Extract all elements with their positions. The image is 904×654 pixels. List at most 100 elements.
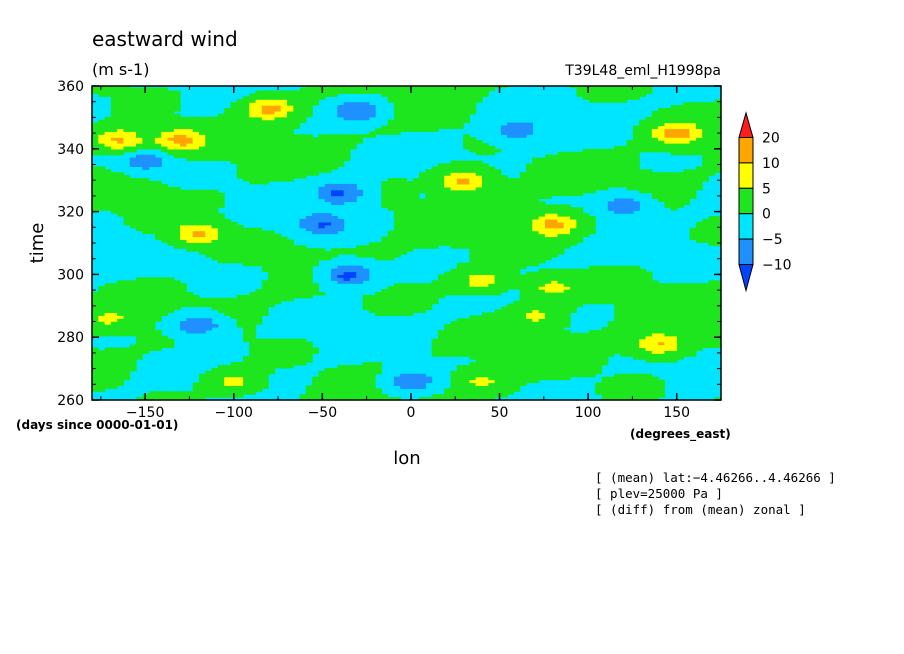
heatmap-cell <box>123 216 131 220</box>
heatmap-cell <box>481 151 489 156</box>
heatmap-cell <box>343 192 351 197</box>
heatmap-cell <box>708 332 716 337</box>
heatmap-cell <box>186 391 194 395</box>
heatmap-cell <box>343 394 351 398</box>
heatmap-cell <box>324 385 332 389</box>
heatmap-cell <box>375 388 382 392</box>
heatmap-cell <box>551 283 559 287</box>
heatmap-cell <box>563 210 571 214</box>
heatmap-cell <box>582 277 590 281</box>
heatmap-cell <box>551 294 559 299</box>
heatmap-cell <box>349 391 357 395</box>
heatmap-cell <box>425 178 433 182</box>
heatmap-cell <box>658 341 665 346</box>
heatmap-cell <box>211 379 219 384</box>
heatmap-cell <box>261 376 269 381</box>
heatmap-cell <box>305 397 313 400</box>
heatmap-cell <box>695 180 703 185</box>
heatmap-cell <box>708 230 716 235</box>
heatmap-cell <box>362 248 370 252</box>
heatmap-cell <box>645 283 653 287</box>
heatmap-cell <box>614 309 621 313</box>
heatmap-cell <box>230 245 238 249</box>
heatmap-cell <box>544 236 552 240</box>
heatmap-cell <box>318 373 326 378</box>
heatmap-cell <box>456 388 464 392</box>
heatmap-cell <box>658 189 665 194</box>
heatmap-cell <box>211 221 219 226</box>
heatmap-cell <box>431 236 439 240</box>
heatmap-cell <box>664 180 672 185</box>
heatmap-cell <box>469 183 477 188</box>
heatmap-cell <box>507 318 515 322</box>
heatmap-cell <box>142 350 150 354</box>
heatmap-cell <box>538 289 546 293</box>
heatmap-cell <box>500 388 508 392</box>
heatmap-cell <box>217 157 225 162</box>
heatmap-cell <box>261 169 269 173</box>
heatmap-cell <box>463 172 470 176</box>
heatmap-cell <box>670 335 678 340</box>
heatmap-cell <box>563 224 571 229</box>
heatmap-cell <box>469 204 477 208</box>
heatmap-cell <box>469 388 477 392</box>
heatmap-cell <box>645 326 653 331</box>
heatmap-cell <box>695 172 703 176</box>
heatmap-cell <box>469 367 477 372</box>
heatmap-cell <box>299 359 307 363</box>
heatmap-cell <box>255 367 263 372</box>
heatmap-cell <box>620 388 628 392</box>
heatmap-cell <box>406 289 414 293</box>
heatmap-cell <box>620 350 628 354</box>
heatmap-cell <box>349 186 357 191</box>
heatmap-cell <box>412 189 420 194</box>
heatmap-cell <box>349 198 357 203</box>
heatmap-cell <box>620 268 628 273</box>
heatmap-cell <box>92 353 99 357</box>
heatmap-cell <box>192 157 200 162</box>
heatmap-cell <box>488 195 496 200</box>
heatmap-cell <box>375 362 382 366</box>
heatmap-cell <box>551 341 559 346</box>
heatmap-cell <box>607 341 615 346</box>
heatmap-cell <box>356 274 364 278</box>
heatmap-cell <box>664 335 672 340</box>
heatmap-cell <box>469 265 477 270</box>
heatmap-cell <box>563 350 571 354</box>
heatmap-cell <box>274 143 282 147</box>
heatmap-cell <box>595 329 603 334</box>
heatmap-cell <box>356 397 364 400</box>
heatmap-cell <box>299 256 307 261</box>
heatmap-cell <box>286 148 294 153</box>
heatmap-cell <box>519 291 527 296</box>
heatmap-cell <box>695 303 703 308</box>
heatmap-cell <box>318 376 326 381</box>
heatmap-cell <box>708 297 716 302</box>
heatmap-cell <box>576 283 584 287</box>
heatmap-cell <box>274 163 282 167</box>
heatmap-cell <box>110 286 118 290</box>
heatmap-cell <box>614 180 621 185</box>
heatmap-cell <box>626 297 634 302</box>
heatmap-cell <box>481 367 489 372</box>
heatmap-cell <box>526 169 533 173</box>
heatmap-cell <box>186 300 194 305</box>
heatmap-cell <box>406 204 414 208</box>
heatmap-cell <box>538 233 546 238</box>
heatmap-cell <box>488 245 496 249</box>
heatmap-cell <box>469 253 477 258</box>
heatmap-cell <box>217 376 225 381</box>
heatmap-cell <box>167 224 175 229</box>
heatmap-cell <box>601 344 609 349</box>
heatmap-cell <box>349 248 357 252</box>
heatmap-cell <box>500 289 508 293</box>
heatmap-cell <box>255 230 263 235</box>
heatmap-cell <box>186 154 194 159</box>
heatmap-cell <box>192 221 200 226</box>
heatmap-cell <box>217 224 225 229</box>
heatmap-cell <box>198 245 206 249</box>
heatmap-cell <box>526 213 533 217</box>
heatmap-cell <box>362 300 370 305</box>
heatmap-cell <box>507 277 515 281</box>
heatmap-cell <box>123 297 131 302</box>
